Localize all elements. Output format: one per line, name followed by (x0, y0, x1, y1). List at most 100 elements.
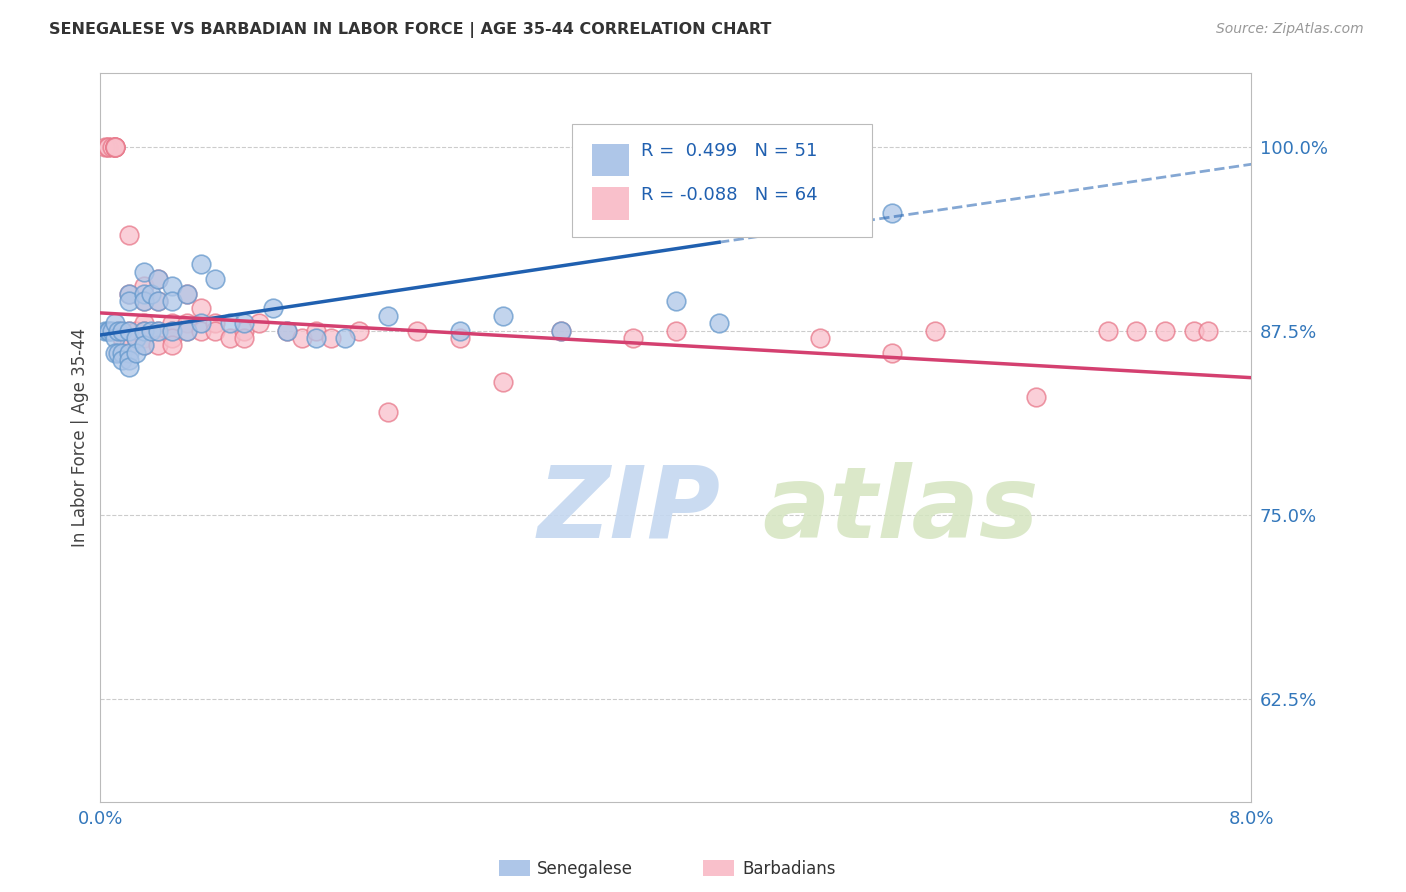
Point (111, 324, 134, 338)
Point (621, 331, 644, 345)
Point (880, 345, 903, 359)
Point (204, 272, 226, 286)
Point (132, 338, 155, 352)
Point (111, 345, 134, 359)
Point (305, 324, 328, 338)
Point (1025, 390, 1047, 404)
Point (118, 324, 141, 338)
Point (146, 272, 169, 286)
Point (118, 294, 141, 309)
Point (132, 286, 155, 301)
Point (146, 338, 169, 352)
Point (125, 331, 148, 345)
Point (190, 257, 212, 271)
Point (1154, 324, 1177, 338)
Point (132, 316, 155, 330)
Point (319, 331, 342, 345)
Point (707, 316, 730, 330)
Point (101, 139, 124, 153)
Point (139, 324, 162, 338)
Point (96, 139, 118, 153)
Point (104, 139, 127, 153)
Point (190, 324, 212, 338)
Point (218, 316, 240, 330)
Point (146, 272, 169, 286)
Point (377, 309, 399, 323)
Point (111, 353, 134, 368)
Point (132, 324, 155, 338)
Text: R = -0.088   N = 64: R = -0.088 N = 64 (641, 186, 818, 204)
Point (118, 353, 141, 368)
Point (104, 139, 127, 153)
Point (218, 331, 240, 345)
Point (262, 301, 284, 316)
Point (492, 375, 515, 389)
Point (204, 316, 226, 330)
Text: Barbadians: Barbadians (742, 860, 837, 878)
Point (132, 331, 155, 345)
Text: Source: ZipAtlas.com: Source: ZipAtlas.com (1216, 22, 1364, 37)
Point (190, 316, 212, 330)
Point (190, 301, 212, 316)
Point (118, 324, 141, 338)
Point (111, 331, 134, 345)
Point (132, 324, 155, 338)
Point (162, 279, 184, 293)
Point (93, 139, 115, 153)
Point (146, 324, 169, 338)
Point (550, 324, 572, 338)
Point (118, 345, 141, 359)
Point (162, 338, 184, 352)
Text: SENEGALESE VS BARBADIAN IN LABOR FORCE | AGE 35-44 CORRELATION CHART: SENEGALESE VS BARBADIAN IN LABOR FORCE |… (49, 22, 772, 38)
Point (107, 345, 129, 359)
Point (162, 324, 184, 338)
Point (665, 324, 688, 338)
Point (146, 294, 169, 309)
Point (449, 331, 471, 345)
Point (492, 309, 515, 323)
Point (125, 345, 148, 359)
Point (665, 294, 688, 309)
Point (333, 331, 356, 345)
Point (176, 286, 198, 301)
Point (176, 286, 198, 301)
Point (406, 324, 429, 338)
Point (233, 316, 256, 330)
Point (276, 324, 298, 338)
Point (550, 324, 572, 338)
Point (132, 279, 155, 293)
Point (349, 324, 371, 338)
Point (233, 331, 256, 345)
Text: atlas: atlas (762, 462, 1039, 558)
Text: ZIP: ZIP (537, 462, 721, 558)
Point (107, 324, 129, 338)
Point (93, 324, 115, 338)
Point (118, 338, 141, 352)
Point (377, 404, 399, 418)
Point (96, 139, 118, 153)
Point (118, 331, 141, 345)
Point (233, 324, 256, 338)
Point (132, 265, 155, 279)
Point (146, 294, 169, 309)
Point (162, 316, 184, 330)
Point (924, 324, 946, 338)
Point (1197, 324, 1219, 338)
Point (132, 294, 155, 309)
Point (291, 331, 314, 345)
Point (104, 139, 127, 153)
Point (118, 286, 141, 301)
Point (146, 324, 169, 338)
Point (247, 316, 270, 330)
Text: R =  0.499   N = 51: R = 0.499 N = 51 (641, 142, 818, 161)
Point (98, 324, 121, 338)
Point (104, 345, 127, 359)
Point (162, 331, 184, 345)
Point (1182, 324, 1205, 338)
Point (101, 324, 124, 338)
Point (204, 324, 226, 338)
FancyBboxPatch shape (572, 124, 872, 237)
Point (449, 324, 471, 338)
FancyBboxPatch shape (592, 144, 628, 177)
Point (96, 324, 118, 338)
